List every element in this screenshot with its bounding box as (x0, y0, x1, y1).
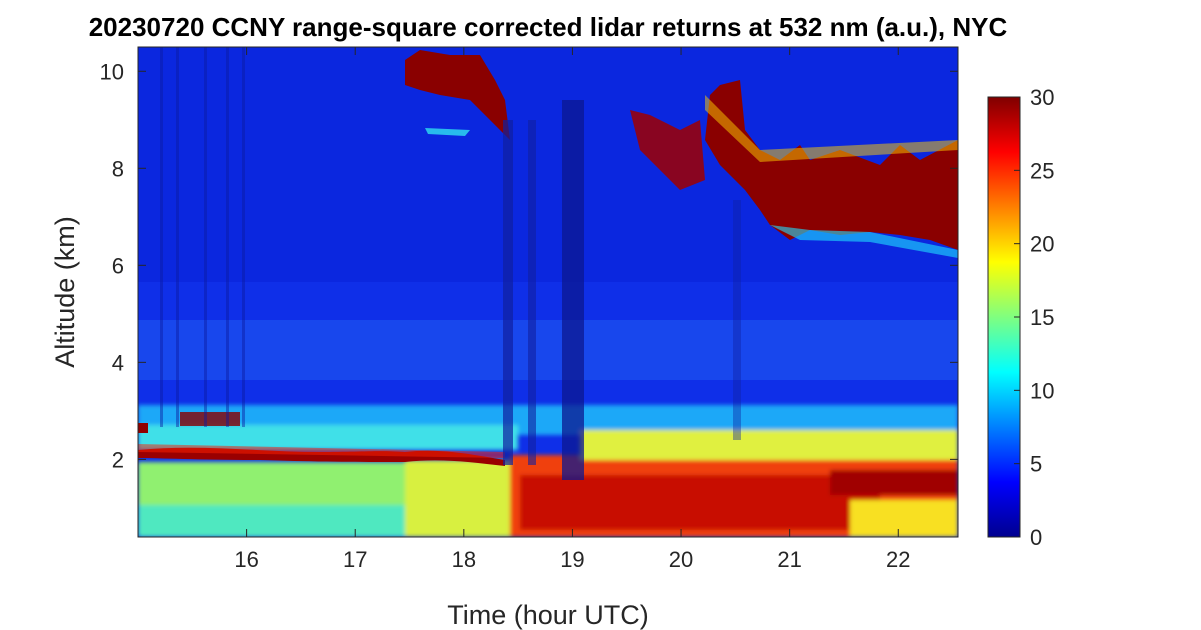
chart-title: 20230720 CCNY range-square corrected lid… (89, 12, 1008, 42)
colorbar-tick-label: 5 (1030, 452, 1042, 477)
early-streak-5 (242, 47, 245, 427)
x-tick-label: 20 (669, 547, 693, 572)
heatmap (138, 47, 958, 537)
colorbar-ticks: 0 5 10 15 20 25 30 (1014, 85, 1054, 550)
bl-surface-late (850, 500, 958, 537)
x-axis-ticks: 16 17 18 19 20 21 22 (234, 47, 911, 572)
y-tick-label: 6 (112, 253, 124, 278)
early-streak-4 (226, 47, 229, 427)
colorbar-tick-label: 25 (1030, 158, 1054, 183)
cirrus-edge-base (770, 225, 958, 258)
y-axis-label: Altitude (km) (50, 216, 80, 368)
y-tick-label: 2 (112, 447, 124, 472)
high-cloud (405, 50, 510, 140)
early-streak-2 (176, 47, 179, 427)
cirrus-fragment (630, 110, 705, 190)
aerosol-layer-halo (138, 444, 505, 458)
precip-streak-4 (733, 200, 741, 440)
high-cloud-wisp (425, 128, 470, 136)
colorbar-tick-label: 30 (1030, 85, 1054, 110)
bl-top-late (580, 430, 958, 460)
cirrus-main (705, 80, 958, 250)
colorbar: 0 5 10 15 20 25 30 (987, 85, 1054, 550)
precip-streak-1 (503, 120, 513, 465)
y-tick-label: 10 (100, 59, 124, 84)
y-tick-label: 4 (112, 350, 124, 375)
bl-mixed-layer-mid (405, 460, 515, 537)
residual-layer-shade (138, 320, 958, 380)
x-tick-label: 18 (452, 547, 476, 572)
early-cloud-tops (180, 412, 240, 426)
colorbar-tick-label: 0 (1030, 525, 1042, 550)
colorbar-tick-label: 15 (1030, 305, 1054, 330)
y-axis-ticks: 2 4 6 8 10 (100, 59, 958, 472)
plot-frame (137, 46, 959, 538)
bl-core-late (520, 475, 880, 530)
plot-area: 16 17 18 19 20 21 22 2 4 6 8 10 (100, 46, 959, 572)
early-streak-1 (160, 47, 163, 427)
x-axis-label: Time (hour UTC) (447, 600, 649, 630)
x-tick-label: 21 (777, 547, 801, 572)
colorbar-tick-label: 20 (1030, 232, 1054, 257)
x-tick-label: 16 (234, 547, 258, 572)
early-streak-3 (204, 47, 207, 427)
bl-max-late (830, 470, 958, 495)
boundary-layer (138, 405, 958, 537)
bl-surface-early (138, 505, 408, 537)
precip-streak-3 (562, 100, 584, 480)
y-tick-label: 8 (112, 156, 124, 181)
early-cloud-blob (138, 423, 148, 433)
colorbar-tick-label: 10 (1030, 378, 1054, 403)
cirrus-edge-top (705, 95, 958, 162)
precip-streak-2 (528, 120, 536, 465)
x-tick-label: 22 (886, 547, 910, 572)
x-tick-label: 17 (343, 547, 367, 572)
x-tick-label: 19 (560, 547, 584, 572)
cirrus-clouds (630, 80, 958, 258)
